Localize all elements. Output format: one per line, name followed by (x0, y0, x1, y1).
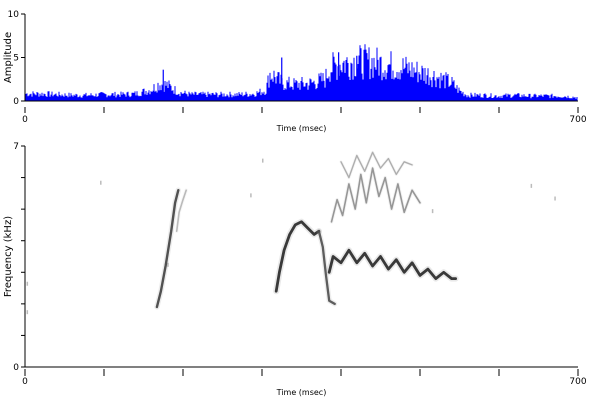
spectrogram-speck (26, 281, 29, 286)
spectrogram-trace (274, 220, 321, 293)
y-tick-label: 0 (13, 363, 19, 373)
spectrogram-trace (317, 230, 336, 306)
waveform-trace (25, 44, 578, 101)
y-tick-label: 5 (13, 54, 19, 64)
y-tick-label: 0 (13, 97, 19, 107)
waveform-panel: 0 5 10 0 700 Time (msec) Amplitude (3, 10, 587, 133)
spectrogram-panel: 0 7 0 700 Time (msec) Frequency (kHz) (3, 142, 587, 397)
x-axis-title: Time (msec) (276, 388, 327, 397)
spectrogram-speck (262, 158, 264, 163)
spectrogram-trace (327, 248, 458, 281)
y-tick-label: 7 (13, 142, 19, 152)
spectrogram-speck (167, 262, 169, 267)
spectrogram-speck (100, 180, 102, 185)
spectrogram-speck (431, 209, 434, 214)
x-tick-label: 700 (569, 115, 586, 125)
spectrogram-trace (340, 151, 413, 179)
spectrogram-trace (330, 167, 421, 223)
x-tick-label: 0 (22, 377, 28, 387)
y-axis-title: Amplitude (3, 32, 14, 83)
x-axis-title: Time (msec) (276, 124, 327, 133)
spectrogram-trace (175, 189, 187, 232)
y-tick-label: 10 (8, 10, 20, 20)
spectrogram-speck (530, 183, 533, 188)
y-axis-title: Frequency (kHz) (3, 216, 14, 297)
x-tick-label: 0 (22, 115, 28, 125)
spectrogram-background (25, 146, 578, 367)
spectrogram-trace (155, 188, 180, 309)
spectrogram-speck (26, 310, 29, 315)
spectrogram-speck (554, 196, 556, 201)
x-tick-label: 700 (569, 377, 586, 387)
spectrogram-speck (250, 193, 252, 198)
